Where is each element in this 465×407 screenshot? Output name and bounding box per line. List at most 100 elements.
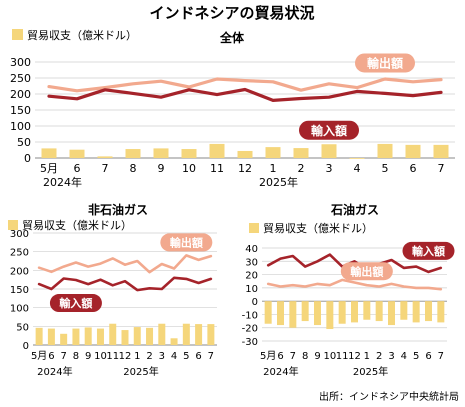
- nonoil-balance-bar: [158, 323, 166, 345]
- oilgas-y-tick-label: -20: [242, 324, 258, 335]
- oilgas-balance-bar: [388, 301, 395, 326]
- nonoil-y-tick-label: 150: [10, 285, 29, 296]
- oilgas-x-tick-label: 5月: [260, 350, 276, 362]
- overall-x-tick-label: 3: [326, 162, 333, 175]
- overall-x-tick-label: 6: [410, 162, 417, 175]
- oilgas-import-line: [266, 253, 443, 274]
- overall-x-tick-label: 9: [158, 162, 165, 175]
- overall-x-tick-label: 1: [270, 162, 277, 175]
- oilgas-balance-bar: [351, 301, 358, 323]
- overall-balance-bar: [321, 144, 337, 158]
- oilgas-x-tick-label: 7: [290, 351, 296, 362]
- oilgas-balance-bar: [400, 301, 408, 320]
- nonoil-balance-bar: [121, 330, 129, 345]
- nonoil-balance-bar: [72, 328, 80, 345]
- oilgas-y-tick-label: 40: [245, 244, 258, 255]
- oilgas-x-tick-label: 12: [348, 351, 361, 362]
- nonoil-x-tick-label: 8: [73, 351, 79, 362]
- overall-y-tick-label: 50: [17, 136, 31, 149]
- oilgas-y-tick-label: 10: [245, 284, 258, 295]
- nonoil-x-tick-label: 7: [208, 351, 214, 362]
- nonoil-balance-bar: [170, 338, 178, 345]
- overall-balance-bar: [433, 144, 449, 158]
- nonoil-year-label: 2025年: [123, 365, 158, 378]
- overall-export-label: 輸出額: [367, 56, 403, 71]
- nonoil-balance-bar: [96, 328, 104, 345]
- overall-balance-bar: [153, 148, 169, 158]
- nonoil-balance-bar: [60, 333, 68, 345]
- nonoil-export-label: 輸出額: [170, 236, 203, 250]
- nonoil-x-tick-label: 11: [106, 351, 119, 362]
- oilgas-export-label: 輸出額: [350, 264, 383, 278]
- overall-balance-bar: [237, 150, 253, 158]
- overall-year-label: 2025年: [259, 175, 298, 189]
- oilgas-balance-bar: [437, 301, 445, 323]
- overall-y-tick-label: 150: [10, 104, 31, 117]
- nonoil-export-pill: [160, 233, 213, 252]
- oilgas-y-tick-label: 30: [245, 257, 258, 268]
- nonoil-legend-swatch: [8, 220, 18, 230]
- overall-y-tick-label: 0: [24, 152, 31, 165]
- overall-y-tick-label: 250: [10, 72, 31, 85]
- overall-x-tick-label: 8: [130, 162, 137, 175]
- nonoil-x-tick-label: 12: [119, 351, 132, 362]
- overall-y-tick-label: 300: [10, 56, 31, 69]
- oilgas-balance-bar: [314, 301, 321, 326]
- overall-export-pill: [355, 53, 415, 73]
- overall-x-tick-label: 12: [238, 162, 252, 175]
- nonoil-balance-bar: [133, 327, 141, 345]
- nonoil-x-tick-label: 3: [159, 351, 165, 362]
- nonoil-balance-bar: [146, 327, 154, 345]
- nonoil-legend-label: 貿易収支（億米ドル）: [22, 219, 132, 232]
- oilgas-y-tick-label: 20: [245, 271, 258, 282]
- overall-import-pill: [299, 120, 359, 140]
- oilgas-import-label: 輸入額: [412, 244, 445, 258]
- overall-x-tick-label: 2: [298, 162, 305, 175]
- oilgas-x-tick-label: 5: [413, 351, 419, 362]
- overall-balance-bar: [41, 148, 57, 158]
- oilgas-x-tick-label: 8: [302, 351, 308, 362]
- oilgas-balance-bar: [363, 301, 371, 320]
- oilgas-year-label: 2024年: [263, 365, 298, 378]
- oilgas-x-tick-label: 7: [438, 351, 444, 362]
- overall-balance-bar: [181, 149, 197, 158]
- oilgas-export-pill: [340, 262, 393, 281]
- overall-balance-bar: [405, 144, 421, 158]
- nonoil-balance-bar: [84, 327, 92, 345]
- nonoil-x-tick-label: 10: [94, 351, 107, 362]
- overall-y-tick-label: 100: [10, 120, 31, 133]
- nonoil-chart-title: 非石油ガス: [88, 202, 148, 217]
- nonoil-balance-bar: [35, 327, 43, 345]
- nonoil-balance-bar: [182, 323, 190, 345]
- overall-x-tick-label: 11: [210, 162, 224, 175]
- oilgas-x-tick-label: 11: [336, 351, 349, 362]
- overall-balance-bar: [293, 148, 309, 158]
- overall-year-label: 2024年: [43, 175, 82, 189]
- oilgas-x-tick-label: 1: [364, 351, 370, 362]
- overall-x-tick-label: 7: [438, 162, 445, 175]
- nonoil-balance-bar: [47, 328, 55, 345]
- oilgas-legend-label: 貿易収支（億米ドル）: [263, 222, 373, 235]
- oilgas-x-tick-label: 2: [376, 351, 382, 362]
- overall-balance-bar: [69, 149, 85, 158]
- nonoil-y-tick-label: 0: [23, 341, 29, 352]
- overall-y-tick-label: 200: [10, 88, 31, 101]
- source-note: 出所：インドネシア中央統計局: [319, 390, 459, 403]
- overall-x-tick-label: 7: [102, 162, 109, 175]
- nonoil-import-pill: [49, 294, 102, 313]
- overall-balance-bar: [377, 143, 393, 158]
- oilgas-balance-bar: [326, 301, 334, 330]
- overall-chart-title: 全体: [219, 30, 245, 45]
- overall-x-tick-label: 10: [182, 162, 196, 175]
- overall-export-line: [47, 77, 443, 93]
- oilgas-x-tick-label: 3: [388, 351, 394, 362]
- overall-x-tick-label: 6: [74, 162, 81, 175]
- oilgas-balance-bar: [375, 301, 383, 322]
- oilgas-x-tick-label: 10: [323, 351, 336, 362]
- nonoil-x-tick-label: 5月: [31, 350, 47, 362]
- overall-balance-bar: [97, 156, 113, 158]
- oilgas-balance-bar: [289, 301, 297, 328]
- oilgas-y-tick-label: -10: [242, 310, 258, 321]
- nonoil-y-tick-label: 250: [10, 248, 29, 259]
- overall-balance-bar: [209, 143, 225, 158]
